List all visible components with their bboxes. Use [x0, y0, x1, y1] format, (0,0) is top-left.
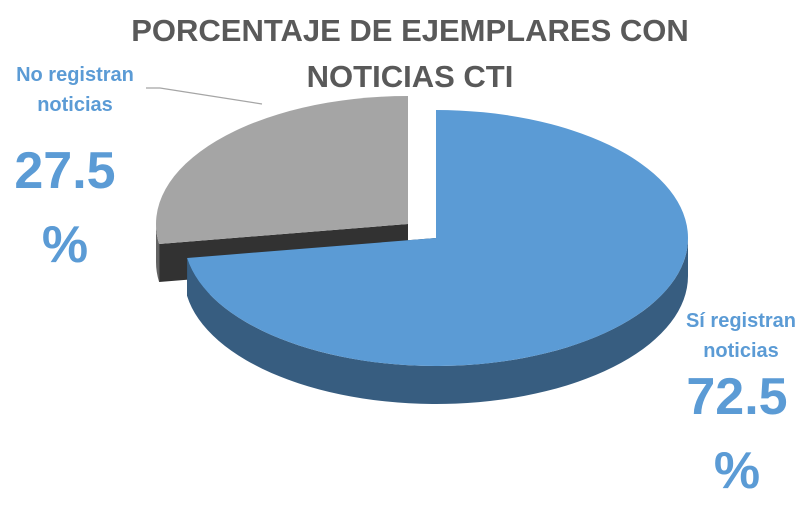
value-label: 27.5 %: [14, 142, 116, 274]
category-label: No registran noticias: [16, 64, 134, 116]
category-label: Sí registran noticias: [685, 310, 797, 362]
chart-title: PORCENTAJE DE EJEMPLARES CON NOTICIAS CT…: [131, 13, 689, 94]
slice: [156, 96, 408, 245]
slice-side: [187, 238, 688, 404]
slice: [187, 110, 689, 366]
value-label: 72.5 %: [686, 368, 788, 500]
leader-line: [146, 87, 263, 105]
slice-side: [156, 224, 160, 283]
